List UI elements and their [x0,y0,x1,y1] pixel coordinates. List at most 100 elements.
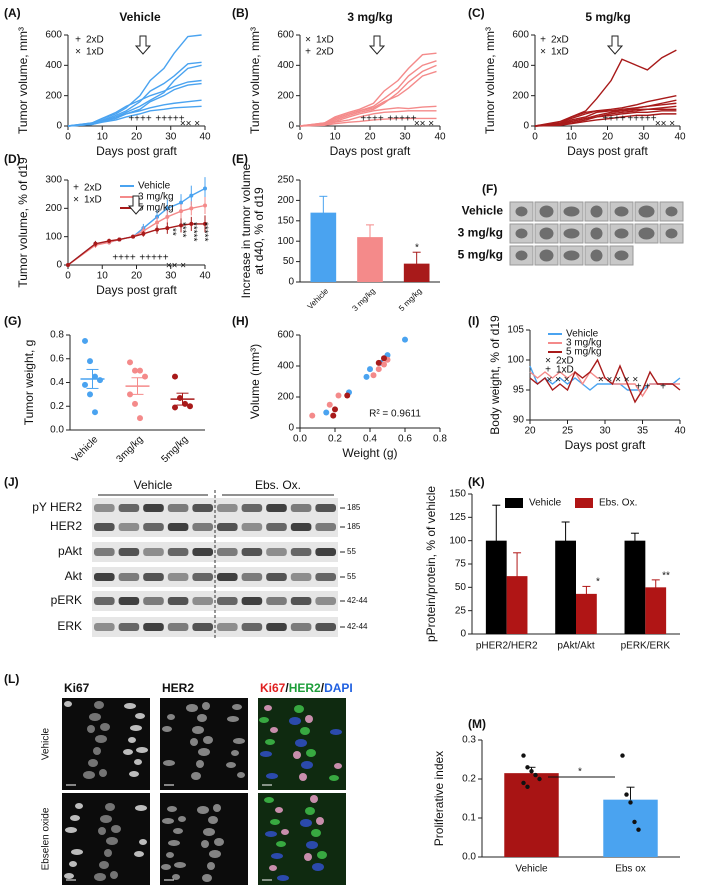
tumor [638,227,655,240]
legend-label: 2xD [551,35,569,46]
cell [207,862,215,870]
y-tick-label: 600 [512,30,529,41]
band [315,504,336,512]
cell [168,840,180,846]
cell [231,750,239,756]
cell [329,775,339,781]
cell [98,827,106,835]
legend-label: Vehicle [529,498,562,509]
cell [186,704,198,712]
cell [316,817,324,825]
cell [83,771,95,779]
legend-label: 2xD [316,47,334,58]
cell [264,705,272,711]
band [167,504,189,512]
x-tick-label: 40 [674,132,686,143]
annotation: + + [636,382,651,393]
band [266,597,287,605]
y-tick-label: 0.0 [462,852,476,863]
cell [334,763,342,769]
legend-symbol: × [305,35,311,46]
cell [277,875,289,881]
cell [65,827,77,833]
series-line [534,110,677,127]
legend-label: 1xD [316,35,334,46]
tumor [515,206,528,217]
cell [94,701,104,709]
x-tick-label: 40 [199,271,211,282]
cell [162,726,172,732]
y-tick-label: 0.3 [462,735,476,746]
cell [130,725,142,731]
band [241,597,263,605]
point [179,200,184,205]
bar [485,540,507,634]
y-axis-label: pProtein/protein, % of vehicle [424,486,438,642]
chart-title: Vehicle [119,10,161,24]
y-tick-label: 200 [277,90,294,101]
bar [555,540,576,634]
point [127,391,133,398]
band [143,548,164,556]
series-line [529,358,681,404]
y-tick-label: 0 [288,423,294,434]
series-line [67,105,202,127]
band [217,573,238,581]
x-tick-label: 30 [599,426,611,437]
cell [304,853,312,861]
cell [295,739,307,747]
legend-label: 5 mg/kg [566,347,602,358]
band [94,597,115,605]
point [179,223,184,228]
tumor [563,206,580,217]
size-label: 185 [347,503,361,512]
x-tick-label: 5mg/kg [160,434,191,465]
point [82,381,88,388]
band [315,548,336,556]
x-axis-label: Weight (g) [342,446,397,460]
point [330,412,337,419]
legend-symbol: × [75,47,81,58]
point [370,372,377,379]
protein-label: HER2 [50,519,82,533]
legend-label: Vehicle [138,181,171,192]
point [203,186,207,191]
point [92,373,98,380]
cell [275,807,283,813]
tumor [515,250,528,261]
series-line [534,94,677,127]
point [66,263,70,267]
panel-label: (C) [468,6,485,20]
series-line [67,79,202,127]
point [402,336,408,343]
band [143,623,164,631]
y-tick-label: 100 [507,355,524,366]
cell [100,723,110,731]
band [290,523,312,531]
legend-symbol: + [73,183,79,194]
size-label: 42-44 [347,622,368,631]
legend-label: 5 mg/kg [138,203,174,214]
panel-label: (I) [468,314,479,328]
point [137,367,143,374]
band [143,573,164,581]
band [315,523,336,531]
y-tick-label: 200 [277,392,294,403]
x-tick-label: 20 [131,132,143,143]
x-tick-label: 30 [638,132,650,143]
point [132,367,138,374]
point [533,772,538,778]
cell [95,735,107,743]
annotation: * [596,577,600,588]
x-tick-label: 40 [434,132,446,143]
cell [99,861,109,869]
legend-label: Ebs. Ox. [599,498,637,509]
point [632,819,637,825]
y-tick-label: 0.6 [50,353,64,364]
cell [111,825,121,833]
cell [196,760,204,768]
y-tick-label: 600 [45,30,62,41]
panel-label: (K) [468,475,485,489]
band [118,523,140,531]
panel-label: (F) [482,182,497,196]
